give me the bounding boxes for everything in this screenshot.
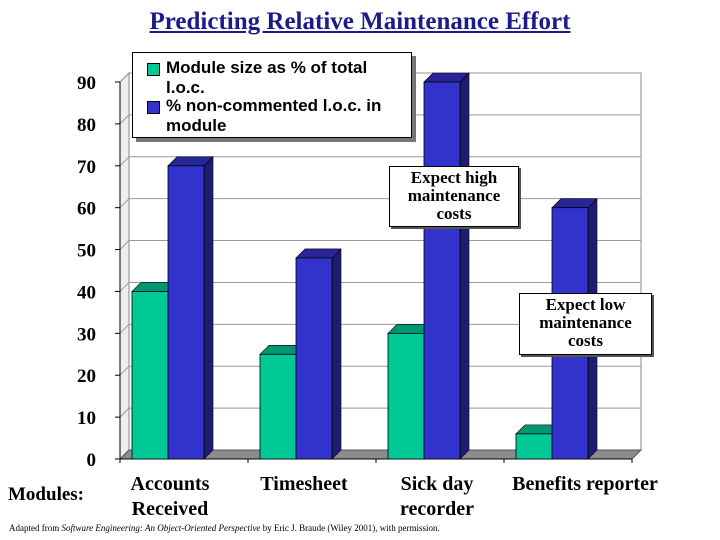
bar-series-1 [515, 433, 553, 460]
gridline [119, 281, 641, 292]
y-tick-label: 30 [77, 324, 96, 345]
legend-label-series2: % non-commented l.o.c. in module [166, 96, 382, 135]
y-tick-label: 20 [77, 366, 96, 387]
footnote-suffix: by Eric J. Braude (Wiley 2001), with per… [260, 523, 440, 533]
bar-side-2 [459, 72, 470, 460]
legend-swatch-series1 [147, 63, 160, 76]
bar-side-2 [331, 248, 342, 460]
gridline [119, 323, 641, 334]
gridline [119, 156, 641, 167]
y-tick-label: 60 [77, 199, 96, 220]
y-tick-label: 80 [77, 115, 96, 136]
y-tick-label: 40 [77, 282, 96, 303]
legend-item-series2: % non-commented l.o.c. in module [147, 96, 405, 136]
bar-series-1 [387, 332, 425, 460]
legend-swatch-series2 [147, 101, 160, 114]
y-tick-label: 70 [77, 157, 96, 178]
category-label-benefits-reporter: Benefits reporter [512, 473, 658, 495]
callout-high-maintenance: Expect high maintenance costs [389, 166, 519, 227]
bar-series-1 [131, 291, 169, 460]
category-label-sick-day-recorder: Sick day recorder [399, 473, 475, 520]
category-label-accounts-received: Accounts Received [130, 473, 210, 520]
footnote-book-title: Software Engineering: An Object-Oriented… [61, 523, 261, 533]
callout-low-maintenance: Expect low maintenance costs [519, 293, 652, 355]
legend: Module size as % of total l.o.c. % non-c… [132, 52, 412, 138]
legend-item-series1: Module size as % of total l.o.c. [147, 58, 405, 98]
legend-label-series1: Module size as % of total l.o.c. [166, 58, 368, 97]
gridline [119, 407, 641, 418]
chart-title: Predicting Relative Maintenance Effort [149, 8, 571, 35]
y-tick-label: 90 [77, 73, 96, 94]
footnote-prefix: Adapted from [9, 523, 62, 533]
plot-side-wall [119, 71, 130, 461]
y-tick-label: 10 [77, 408, 96, 429]
modules-label: Modules: [8, 484, 84, 505]
y-tick-label: 50 [77, 241, 96, 262]
y-tick-label: 0 [87, 450, 97, 471]
gridline [119, 365, 641, 376]
footnote: Adapted from Software Engineering: An Ob… [9, 523, 440, 533]
gridline [119, 114, 641, 125]
bar-series-2 [423, 81, 461, 460]
gridline [119, 240, 641, 250]
bar-series-1 [259, 353, 297, 460]
bar-side-2 [203, 156, 214, 460]
bar-series-2 [295, 257, 333, 460]
bar-series-2 [167, 165, 205, 460]
category-label-timesheet: Timesheet [260, 473, 348, 495]
gridline [119, 72, 641, 83]
